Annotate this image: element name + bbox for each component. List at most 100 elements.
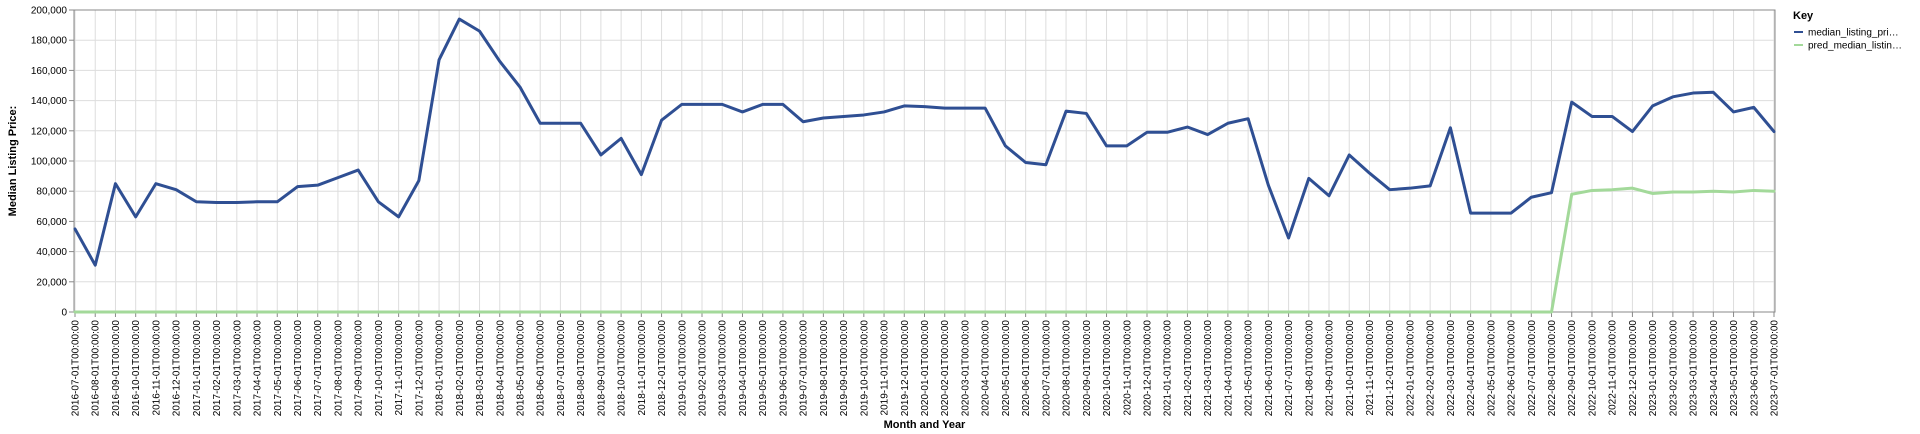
x-tick-label: 2022-04-01T00:00:00 xyxy=(1466,320,1477,417)
x-tick-label: 2020-03-01T00:00:00 xyxy=(960,320,971,417)
x-tick-label: 2016-08-01T00:00:00 xyxy=(91,320,102,417)
x-tick-label: 2018-11-01T00:00:00 xyxy=(637,320,648,416)
x-tick-label: 2021-08-01T00:00:00 xyxy=(1304,320,1315,417)
x-tick-label: 2019-01-01T00:00:00 xyxy=(677,320,688,417)
x-tick-label: 2019-10-01T00:00:00 xyxy=(859,320,870,417)
x-tick-label: 2021-07-01T00:00:00 xyxy=(1284,320,1295,417)
x-tick-label: 2017-10-01T00:00:00 xyxy=(374,320,385,417)
x-axis-title: Month and Year xyxy=(884,419,966,431)
legend-label: pred_median_listin… xyxy=(1808,41,1902,52)
x-tick-label: 2018-12-01T00:00:00 xyxy=(657,320,668,417)
y-tick-label: 160,000 xyxy=(31,66,68,77)
x-tick-label: 2020-05-01T00:00:00 xyxy=(1001,320,1012,417)
y-axis-title: Median Listing Price: xyxy=(7,106,19,217)
y-tick-label: 140,000 xyxy=(31,96,68,107)
x-tick-label: 2021-01-01T00:00:00 xyxy=(1163,320,1174,417)
legend: Key median_listing_pri… pred_median_listi… xyxy=(1793,10,1902,52)
x-tick-label: 2016-07-01T00:00:00 xyxy=(71,320,82,417)
x-tick-label: 2020-08-01T00:00:00 xyxy=(1062,320,1073,417)
legend-title: Key xyxy=(1793,10,1814,22)
x-tick-label: 2022-02-01T00:00:00 xyxy=(1426,320,1437,417)
x-tick-label: 2018-04-01T00:00:00 xyxy=(495,320,506,417)
y-tick-label: 20,000 xyxy=(36,277,67,288)
x-tick-label: 2020-02-01T00:00:00 xyxy=(940,320,951,417)
x-tick-label: 2017-01-01T00:00:00 xyxy=(192,320,203,417)
x-tick-label: 2017-11-01T00:00:00 xyxy=(394,320,405,416)
x-tick-label: 2017-07-01T00:00:00 xyxy=(313,320,324,417)
x-tick-label: 2018-01-01T00:00:00 xyxy=(435,320,446,417)
x-tick-label: 2016-11-01T00:00:00 xyxy=(151,320,162,416)
y-tick-label: 40,000 xyxy=(36,247,67,258)
x-tick-label: 2022-07-01T00:00:00 xyxy=(1527,320,1538,417)
x-tick-label: 2020-04-01T00:00:00 xyxy=(981,320,992,417)
x-tick-label: 2020-01-01T00:00:00 xyxy=(920,320,931,417)
x-tick-label: 2018-02-01T00:00:00 xyxy=(455,320,466,417)
x-tick-label: 2021-03-01T00:00:00 xyxy=(1203,320,1214,417)
x-tick-label: 2019-09-01T00:00:00 xyxy=(839,320,850,417)
y-tick-label: 100,000 xyxy=(31,157,68,168)
x-tick-label: 2016-10-01T00:00:00 xyxy=(131,320,142,417)
y-tick-label: 0 xyxy=(61,308,67,319)
series-lines xyxy=(73,17,1776,314)
x-tick-label: 2017-08-01T00:00:00 xyxy=(333,320,344,417)
x-tick-label: 2023-04-01T00:00:00 xyxy=(1709,320,1720,417)
x-tick-label: 2019-04-01T00:00:00 xyxy=(738,320,749,417)
x-tick-label: 2017-02-01T00:00:00 xyxy=(212,320,223,417)
x-tick-label: 2020-12-01T00:00:00 xyxy=(1142,320,1153,417)
x-tick-label: 2022-08-01T00:00:00 xyxy=(1547,320,1558,417)
y-tick-label: 120,000 xyxy=(31,126,68,137)
x-tick-label: 2019-02-01T00:00:00 xyxy=(698,320,709,417)
x-tick-label: 2023-06-01T00:00:00 xyxy=(1749,320,1760,417)
x-tick-label: 2023-03-01T00:00:00 xyxy=(1689,320,1700,417)
x-tick-label: 2019-08-01T00:00:00 xyxy=(819,320,830,417)
x-tick-label: 2019-11-01T00:00:00 xyxy=(880,320,891,416)
x-tick-label: 2017-05-01T00:00:00 xyxy=(273,320,284,417)
x-tick-label: 2019-12-01T00:00:00 xyxy=(900,320,911,417)
x-tick-label: 2017-03-01T00:00:00 xyxy=(232,320,243,417)
x-tick-label: 2021-02-01T00:00:00 xyxy=(1183,320,1194,417)
x-tick-label: 2021-05-01T00:00:00 xyxy=(1244,320,1255,417)
x-tick-label: 2022-06-01T00:00:00 xyxy=(1507,320,1518,417)
x-tick-label: 2018-10-01T00:00:00 xyxy=(617,320,628,417)
x-tick-label: 2021-04-01T00:00:00 xyxy=(1223,320,1234,417)
x-tick-label: 2017-06-01T00:00:00 xyxy=(293,320,304,417)
series-line-2 xyxy=(73,186,1776,314)
x-tick-label: 2016-12-01T00:00:00 xyxy=(172,320,183,417)
x-tick-label: 2018-03-01T00:00:00 xyxy=(475,320,486,417)
x-tick-label: 2021-10-01T00:00:00 xyxy=(1345,320,1356,417)
x-tick-label: 2017-09-01T00:00:00 xyxy=(354,320,365,417)
y-tick-label: 180,000 xyxy=(31,36,68,47)
x-tick-label: 2021-11-01T00:00:00 xyxy=(1365,320,1376,416)
x-tick-label: 2022-05-01T00:00:00 xyxy=(1486,320,1497,417)
series-line-1 xyxy=(73,17,1776,267)
x-tick-label: 2017-04-01T00:00:00 xyxy=(253,320,264,417)
x-tick-label: 2023-05-01T00:00:00 xyxy=(1729,320,1740,417)
x-tick-label: 2022-03-01T00:00:00 xyxy=(1446,320,1457,417)
x-axis: 2016-07-01T00:00:00 2016-08-01T00:00:00 20… xyxy=(71,312,1781,416)
x-tick-label: 2019-07-01T00:00:00 xyxy=(799,320,810,417)
x-tick-label: 2021-12-01T00:00:00 xyxy=(1385,320,1396,417)
x-tick-label: 2022-01-01T00:00:00 xyxy=(1405,320,1416,417)
y-tick-label: 200,000 xyxy=(31,6,68,17)
x-tick-label: 2018-05-01T00:00:00 xyxy=(515,320,526,417)
x-tick-label: 2019-03-01T00:00:00 xyxy=(718,320,729,417)
y-tick-label: 80,000 xyxy=(36,187,67,198)
x-tick-label: 2016-09-01T00:00:00 xyxy=(111,320,122,417)
x-tick-label: 2020-06-01T00:00:00 xyxy=(1021,320,1032,417)
legend-label: median_listing_pri… xyxy=(1808,28,1899,39)
x-tick-label: 2022-12-01T00:00:00 xyxy=(1628,320,1639,417)
x-tick-label: 2018-09-01T00:00:00 xyxy=(596,320,607,417)
x-tick-label: 2017-12-01T00:00:00 xyxy=(414,320,425,417)
x-tick-label: 2020-07-01T00:00:00 xyxy=(1041,320,1052,417)
x-tick-label: 2020-10-01T00:00:00 xyxy=(1102,320,1113,417)
x-tick-label: 2023-01-01T00:00:00 xyxy=(1648,320,1659,417)
x-tick-label: 2023-07-01T00:00:00 xyxy=(1770,320,1781,417)
y-axis: 0 20,000 40,000 60,000 80,000 100,000 120,000 1… xyxy=(31,6,1776,319)
y-tick-label: 60,000 xyxy=(36,217,67,228)
x-tick-label: 2021-06-01T00:00:00 xyxy=(1264,320,1275,417)
x-tick-label: 2021-09-01T00:00:00 xyxy=(1325,320,1336,417)
x-tick-label: 2019-05-01T00:00:00 xyxy=(758,320,769,417)
x-tick-label: 2020-11-01T00:00:00 xyxy=(1122,320,1133,416)
x-tick-label: 2022-10-01T00:00:00 xyxy=(1587,320,1598,417)
